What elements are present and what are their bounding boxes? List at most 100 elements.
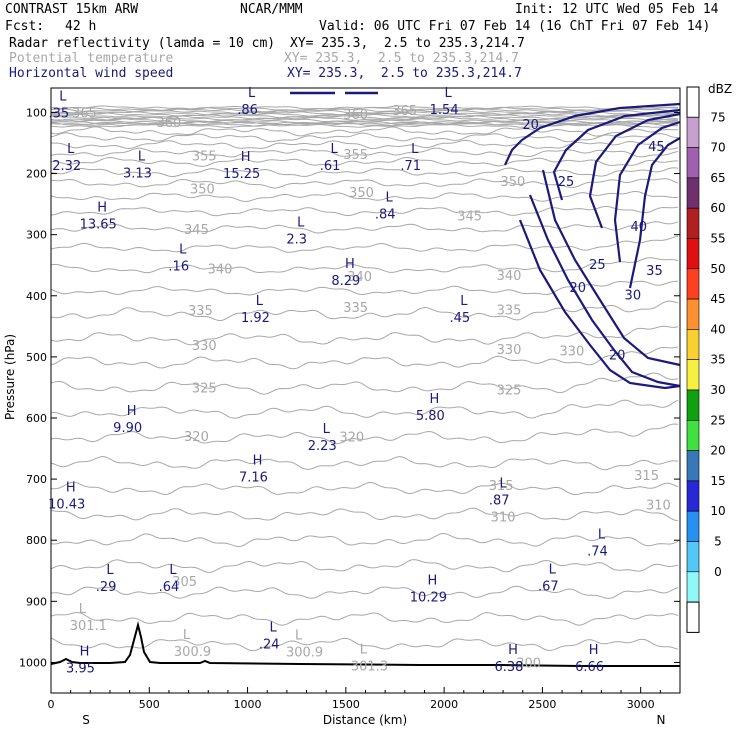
y-tick-label: 900 (26, 595, 47, 608)
wind-extremum-marker: L (386, 190, 394, 205)
theta-label: 365 (72, 107, 97, 122)
colorbar-label: 10 (710, 504, 725, 518)
y-tick-label: 100 (26, 106, 47, 119)
theta-contour (51, 109, 679, 114)
colorbar-label: 20 (710, 444, 725, 458)
theta-contour (50, 455, 679, 471)
theta-label: 325 (497, 384, 522, 399)
wind-extremum-value: 2.23 (308, 439, 337, 454)
theta-contours (50, 105, 679, 652)
colorbar-swatch (686, 571, 700, 603)
wind-extremum-value: 7.16 (239, 471, 268, 486)
contour-labels: 365 360 360 365 355 355 350 350 350 345 345 340 340 3… (48, 86, 671, 677)
wind-extremum-marker: L (297, 215, 305, 230)
theta-contour (50, 346, 679, 370)
x-tick-label: 1500 (332, 698, 360, 711)
wind-extremum-marker: L (256, 294, 264, 309)
theta-contour (50, 178, 679, 189)
field-xy-reflectivity: XY= 235.3, 2.5 to 235.3,214.7 (290, 36, 525, 51)
wind-extremum-value: 5.80 (416, 409, 445, 424)
x-axis-label: Distance (km) (323, 713, 407, 727)
wind-extremum-value: 3.13 (123, 166, 152, 181)
x-tick-label: 1000 (234, 698, 262, 711)
wind-extremum-marker: H (97, 201, 107, 216)
wind-contour (628, 137, 681, 289)
wind-extremum-marker: H (80, 644, 90, 659)
theta-label: 315 (634, 469, 659, 484)
theta-label: 360 (157, 116, 182, 131)
theta-extremum-marker: L (183, 628, 191, 643)
field-name-theta: Potential temperature (9, 51, 174, 66)
theta-label: 325 (192, 382, 217, 397)
theta-label: 345 (184, 223, 209, 238)
wind-contour (613, 120, 681, 263)
init-time: Init: 12 UTC Wed 05 Feb 14 (515, 2, 719, 17)
theta-label: 365 (392, 104, 417, 119)
colorbar-swatch (686, 207, 700, 239)
theta-contour (50, 126, 679, 137)
theta-extremum-value: 301.1 (70, 619, 107, 634)
colorbar-unit: dBZ (708, 82, 732, 96)
theta-contour (50, 147, 679, 158)
wind-extremum-marker: H (127, 404, 137, 419)
theta-contour (50, 637, 679, 652)
colorbar-swatch (686, 268, 700, 300)
wind-extremum-value: .86 (237, 103, 258, 118)
colorbar-label: 60 (710, 201, 725, 215)
y-tick-label: 700 (26, 473, 47, 486)
colorbar-swatch (686, 329, 700, 360)
colorbar-label: 5 (714, 535, 722, 549)
theta-contour (50, 121, 679, 126)
theta-label: 350 (190, 182, 215, 197)
colorbar-swatch (686, 480, 700, 512)
theta-label: 350 (501, 175, 526, 190)
wind-contours (290, 91, 681, 390)
wind-extremum-value: 1.54 (430, 103, 459, 118)
theta-extremum-marker: L (79, 602, 87, 617)
field-name-reflectivity: Radar reflectivity (lamda = 10 cm) (9, 36, 276, 51)
wind-extremum-marker: L (411, 142, 419, 157)
terrain (50, 621, 680, 667)
theta-contour (50, 221, 679, 234)
theta-label: 300 (516, 657, 541, 672)
wind-extremum-value: 1.92 (241, 311, 270, 326)
theta-label: 340 (497, 269, 522, 284)
wind-extremum-marker: H (345, 257, 355, 272)
colorbar-swatch (686, 86, 700, 118)
theta-contour (50, 190, 679, 203)
theta-label: 330 (497, 343, 522, 358)
theta-contour (50, 235, 679, 253)
theta-label: 335 (188, 304, 213, 319)
theta-label: 335 (497, 303, 522, 318)
wind-label: 40 (630, 220, 647, 235)
wind-extremum-value: 13.65 (80, 218, 117, 233)
colorbar-label: 35 (710, 353, 725, 367)
wind-extremum-value: 10.29 (410, 591, 447, 606)
theta-label: 310 (646, 498, 671, 513)
wind-label: 20 (522, 118, 539, 133)
theta-contour (50, 156, 679, 167)
colorbar-swatch (686, 389, 700, 421)
field-xy-wind: XY= 235.3, 2.5 to 235.3,214.7 (287, 66, 522, 81)
colorbar-swatch (686, 177, 700, 209)
wind-label: 20 (609, 348, 626, 363)
wind-extremum-marker: H (241, 150, 251, 165)
wind-contour (541, 169, 681, 367)
colorbar-swatch (686, 117, 700, 148)
wind-extremum-marker: L (67, 142, 75, 157)
wind-extremum-value: 10.43 (48, 498, 85, 513)
theta-extremum-value: 300.9 (174, 645, 211, 660)
wind-extremum-marker: L (598, 528, 606, 543)
wind-extremum-marker: H (508, 643, 518, 658)
theta-contour (50, 532, 679, 547)
theta-label: 360 (343, 108, 368, 123)
wind-extremum-value: 3.95 (66, 661, 95, 676)
wind-label: 30 (625, 289, 642, 304)
theta-label: 335 (343, 301, 368, 316)
wind-contour (528, 194, 681, 388)
x-tick-label: 500 (139, 698, 160, 711)
x-end-label-south: S (82, 713, 90, 727)
theta-label: 350 (349, 186, 374, 201)
wind-extremum-marker: L (323, 422, 331, 437)
theta-label: 345 (457, 209, 482, 224)
